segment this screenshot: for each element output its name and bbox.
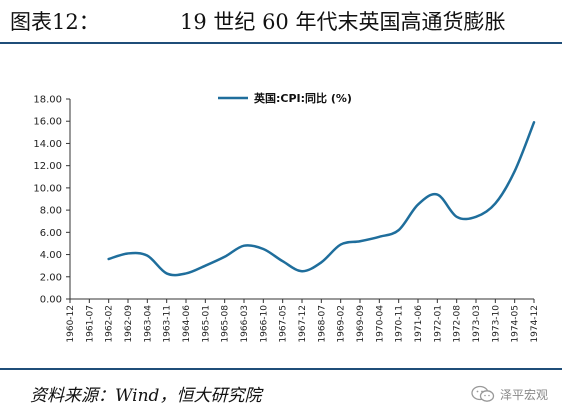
figure-title: 19 世纪 60 年代末英国高通货膨胀	[180, 10, 506, 34]
x-tick-label: 1973-03	[472, 305, 482, 343]
y-tick-label: 2.00	[40, 272, 62, 283]
y-tick-label: 16.00	[33, 117, 62, 128]
x-tick-label: 1963-11	[163, 305, 173, 343]
x-tick-label: 1967-12	[298, 305, 308, 343]
y-tick-label: 18.00	[33, 95, 62, 106]
plot-area	[107, 121, 536, 277]
y-tick-label: 0.00	[40, 295, 62, 306]
figure-number: 图表12：	[10, 10, 100, 34]
brand-watermark: 泽平宏观	[471, 385, 548, 403]
legend-label: 英国:CPI:同比 (%)	[253, 91, 352, 105]
y-tick-label: 4.00	[40, 250, 62, 261]
x-tick-label: 1973-10	[491, 305, 501, 343]
brand-name: 泽平宏观	[499, 387, 548, 402]
chart-legend: 英国:CPI:同比 (%)	[218, 91, 352, 105]
x-tick-label: 1961-07	[85, 305, 95, 343]
wechat-icon	[471, 385, 495, 402]
source-note: 资料来源：Wind，恒大研究院	[30, 386, 262, 406]
x-tick-label: 1964-06	[182, 305, 192, 343]
x-tick-label: 1966-10	[259, 305, 269, 343]
header-rule	[0, 42, 562, 44]
x-tick-label: 1974-05	[511, 305, 521, 343]
series-line-uk-cpi	[107, 121, 536, 277]
x-tick-label: 1974-12	[530, 305, 540, 343]
x-tick-label: 1965-08	[221, 305, 231, 343]
x-tick-label: 1968-07	[317, 305, 327, 343]
footer-rule	[0, 368, 562, 370]
x-tick-label: 1966-03	[240, 305, 250, 343]
x-tick-label: 1970-11	[395, 305, 405, 343]
figure-header: 图表12： 19 世纪 60 年代末英国高通货膨胀	[0, 0, 562, 42]
cpi-line-chart: 英国:CPI:同比 (%) 0.00 2.00 4.00 6.00 8.00 10.00 1…	[33, 91, 540, 343]
x-tick-label: 1969-09	[356, 305, 366, 343]
x-tick-label: 1972-08	[453, 305, 463, 343]
y-tick-label: 10.00	[33, 183, 62, 194]
y-tick-label: 14.00	[33, 139, 62, 150]
x-tick-label: 1965-01	[201, 305, 211, 343]
y-tick-label: 12.00	[33, 161, 62, 172]
x-tick-label: 1972-01	[433, 305, 443, 343]
x-axis: 1960-12 1961-07 1962-02 1962-09 1963-04 1963-…	[66, 298, 540, 343]
x-tick-label: 1962-02	[105, 305, 115, 343]
x-tick-label: 1967-05	[279, 305, 289, 343]
x-tick-label: 1960-12	[66, 305, 76, 343]
x-tick-label: 1969-02	[337, 305, 347, 343]
x-tick-label: 1962-09	[124, 305, 134, 343]
x-tick-label: 1970-04	[375, 305, 385, 343]
y-axis: 0.00 2.00 4.00 6.00 8.00 10.00 12.00 14.00 16.00…	[33, 95, 71, 306]
y-tick-label: 6.00	[40, 228, 62, 239]
y-tick-label: 8.00	[40, 206, 62, 217]
x-tick-label: 1963-04	[143, 305, 153, 343]
x-tick-label: 1971-06	[414, 305, 424, 343]
